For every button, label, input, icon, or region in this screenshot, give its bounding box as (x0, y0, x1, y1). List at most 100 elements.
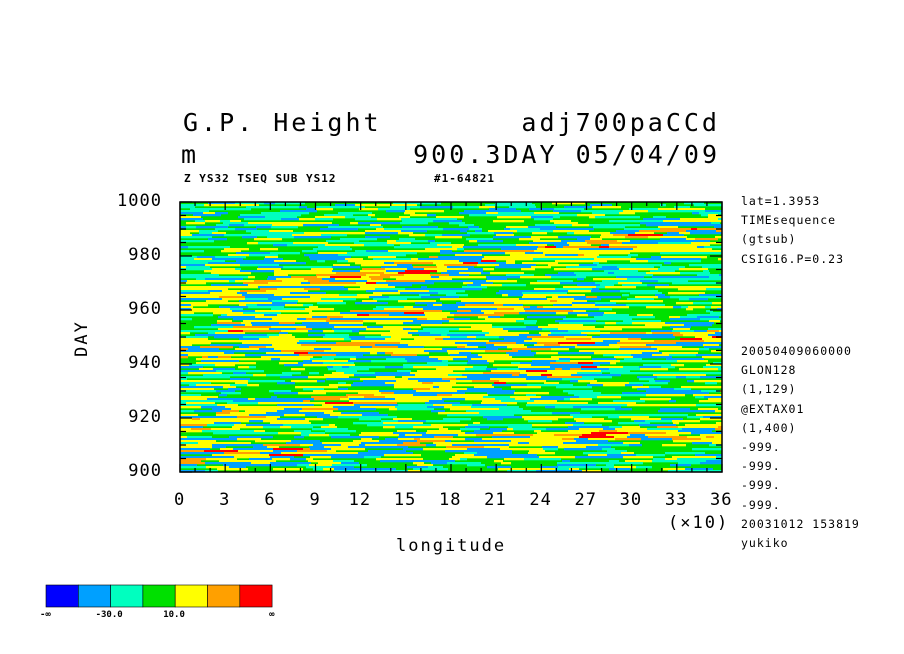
heatmap-cell (526, 370, 547, 373)
heatmap-cell (706, 310, 713, 313)
heatmap-cell (425, 314, 454, 317)
heatmap-cell (272, 300, 298, 303)
heatmap-cell (294, 436, 304, 439)
heatmap-cell (704, 346, 722, 349)
heatmap-cell (224, 452, 238, 455)
heatmap-cell (520, 372, 546, 375)
heatmap-cell (436, 216, 464, 219)
heatmap-cell (180, 286, 218, 289)
heatmap-cell (537, 280, 573, 283)
heatmap-cell (248, 276, 255, 279)
heatmap-cell (707, 330, 719, 333)
heatmap-cell (212, 268, 235, 271)
heatmap-cell (579, 248, 594, 251)
heatmap-cell (374, 394, 389, 397)
heatmap-cell (635, 296, 658, 299)
heatmap-cell (381, 334, 412, 337)
heatmap-cell (684, 210, 690, 213)
heatmap-cell (370, 434, 399, 437)
heatmap-cell (418, 330, 449, 333)
heatmap-cell (370, 352, 377, 355)
heatmap-cell (410, 396, 436, 399)
heatmap-cell (244, 218, 281, 221)
heatmap-cell (373, 308, 384, 311)
heatmap-cell (610, 232, 635, 235)
heatmap-cell (486, 346, 507, 349)
heatmap-cell (331, 436, 340, 439)
heatmap-cell (228, 388, 241, 391)
heatmap-cell (495, 398, 515, 401)
heatmap-cell (353, 422, 383, 425)
heatmap-cell (586, 306, 593, 309)
heatmap-cell (397, 444, 426, 447)
heatmap-cell (282, 372, 301, 375)
heatmap-cell (719, 330, 722, 333)
heatmap-cell (499, 370, 526, 373)
heatmap-cell (489, 340, 524, 343)
heatmap-cell (244, 286, 258, 289)
heatmap-cell (718, 218, 722, 221)
heatmap-cell (321, 424, 329, 427)
heatmap-cell (239, 300, 272, 303)
heatmap-cell (467, 362, 489, 365)
heatmap-cell (718, 426, 722, 429)
heatmap-cell (359, 434, 370, 437)
heatmap-cell (477, 414, 486, 417)
heatmap-cell (655, 380, 670, 383)
heatmap-cell (639, 424, 676, 427)
heatmap-cell (399, 216, 410, 219)
heatmap-cell (432, 376, 467, 379)
heatmap-cell (528, 226, 556, 229)
heatmap-cell (433, 304, 442, 307)
heatmap-cell (570, 380, 578, 383)
heatmap-cell (632, 300, 663, 303)
heatmap-cell (180, 304, 191, 307)
heatmap-cell (715, 224, 722, 227)
heatmap-cell (360, 378, 392, 381)
heatmap-cell (402, 318, 417, 321)
heatmap-cell (523, 294, 547, 297)
heatmap-cell (212, 232, 218, 235)
heatmap-cell (180, 382, 197, 385)
heatmap-cell (303, 360, 312, 363)
heatmap-cell (180, 416, 219, 419)
heatmap-cell (267, 464, 297, 467)
heatmap-cell (490, 272, 524, 275)
heatmap-cell (684, 324, 712, 327)
heatmap-cell (180, 456, 192, 459)
heatmap-cell (180, 298, 195, 301)
heatmap-cell (265, 256, 278, 259)
heatmap-cell (236, 260, 274, 263)
heatmap-cell (252, 324, 267, 327)
heatmap-cell (578, 380, 597, 383)
heatmap-cell (413, 468, 448, 471)
heatmap-cell (662, 414, 688, 417)
heatmap-cell (251, 322, 271, 325)
heatmap-cell (330, 414, 362, 417)
heatmap-cell (246, 304, 257, 307)
heatmap-cell (312, 338, 344, 341)
heatmap-cell (594, 352, 610, 355)
heatmap-cell (570, 414, 584, 417)
heatmap-cell (423, 394, 437, 397)
heatmap-cell (334, 326, 367, 329)
heatmap-cell (341, 296, 369, 299)
heatmap-cell (381, 392, 394, 395)
heatmap-cell (515, 398, 530, 401)
heatmap-cell (698, 408, 710, 411)
heatmap-cell (476, 320, 487, 323)
heatmap-cell (311, 396, 348, 399)
heatmap-cell (373, 342, 400, 345)
heatmap-cell (342, 366, 349, 369)
heatmap-cell (519, 374, 527, 377)
heatmap-cell (547, 294, 585, 297)
heatmap-cell (555, 468, 569, 471)
heatmap-cell (619, 348, 657, 351)
heatmap-cell (653, 374, 667, 377)
heatmap-cell (243, 444, 263, 447)
heatmap-cell (180, 318, 192, 321)
heatmap-cell (212, 444, 243, 447)
heatmap-cell (251, 462, 270, 465)
subtitle-right: #1-64821 (434, 172, 495, 185)
heatmap-cell (305, 308, 323, 311)
